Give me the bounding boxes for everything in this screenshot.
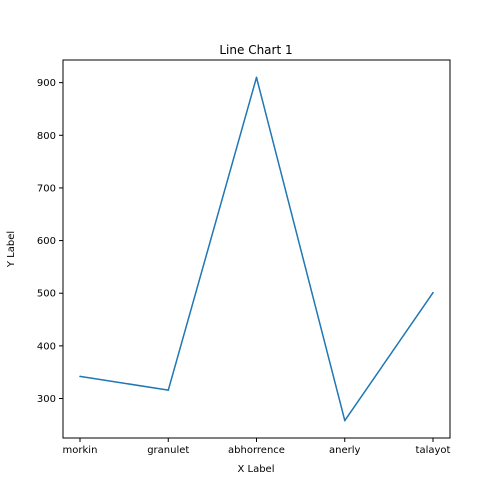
data-point — [344, 420, 346, 422]
series-group — [79, 77, 434, 422]
chart-title: Line Chart 1 — [219, 43, 292, 57]
data-point — [256, 77, 258, 79]
y-axis-label: Y Label — [6, 231, 17, 268]
x-tick-label: talayot — [416, 445, 451, 456]
x-tick-label: morkin — [63, 445, 98, 456]
plot-area-frame — [63, 60, 450, 438]
data-point — [432, 292, 434, 294]
x-tick-label: abhorrence — [228, 445, 285, 456]
x-tick-label: anerly — [329, 445, 361, 456]
y-tick-label: 500 — [37, 289, 56, 300]
y-tick-label: 900 — [37, 78, 56, 89]
series-line-0 — [80, 77, 433, 420]
x-tick-label: granulet — [147, 445, 189, 456]
y-tick-label: 800 — [37, 131, 56, 142]
y-tick-label: 700 — [37, 183, 56, 194]
data-point — [79, 376, 81, 378]
x-axis: morkin granulet abhorrence anerly talayot — [63, 438, 451, 456]
y-axis: 300 400 500 600 700 800 900 — [37, 78, 63, 405]
y-tick-label: 400 — [37, 341, 56, 352]
x-axis-label: X Label — [237, 464, 274, 475]
y-tick-label: 600 — [37, 236, 56, 247]
data-point — [167, 389, 169, 391]
y-tick-label: 300 — [37, 394, 56, 405]
